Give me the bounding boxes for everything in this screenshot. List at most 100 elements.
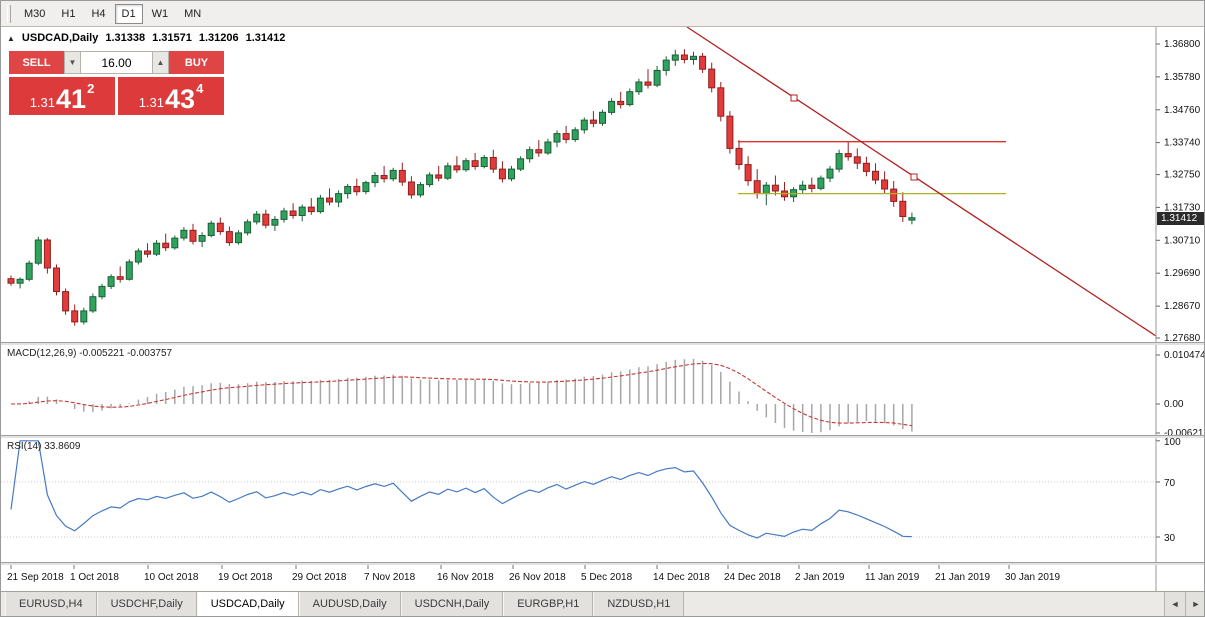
arrow-right-icon: ► [1191,599,1201,609]
current-price-badge: 1.31412 [1157,212,1204,225]
ohlc-close: 1.31412 [245,32,286,44]
rsi-indicator-label: RSI(14) 33.8609 [7,441,80,452]
timeframe-button-h4[interactable]: H4 [91,7,106,20]
svg-text:-0.006218: -0.006218 [1164,428,1205,439]
svg-text:30: 30 [1164,533,1176,544]
rsi-value: 33.8609 [44,441,81,452]
panel-divider-main-macd[interactable] [1,342,1204,345]
timeframe-button-m30[interactable]: M30 [24,7,46,20]
svg-text:10 Oct 2018: 10 Oct 2018 [144,572,199,583]
svg-text:0.00: 0.00 [1164,399,1184,410]
ask-price-pips: 43 [165,84,196,115]
svg-text:30 Jan 2019: 30 Jan 2019 [1005,572,1060,583]
tab-usdcad-daily[interactable]: USDCAD,Daily [196,592,299,616]
svg-text:70: 70 [1164,478,1176,489]
svg-text:1.34760: 1.34760 [1164,105,1201,116]
svg-text:1.29690: 1.29690 [1164,268,1201,279]
macd-signal-value: -0.003757 [127,348,173,359]
tab-audusd-daily[interactable]: AUDUSD,Daily [298,592,401,616]
volume-increase-button[interactable]: ▲ [152,51,169,74]
svg-text:24 Dec 2018: 24 Dec 2018 [724,572,781,583]
price-axis-labels: 1.36800 1.35780 1.34760 1.33740 1.32750 1.317… [1156,39,1201,344]
svg-text:1.33740: 1.33740 [1164,138,1201,149]
ohlc-high: 1.31571 [152,32,192,44]
rsi-axis-labels: 100 70 30 [1156,437,1181,544]
trendline-marker[interactable] [910,173,918,181]
chevron-down-icon: ▼ [68,58,77,67]
svg-text:1.27680: 1.27680 [1164,333,1201,344]
svg-text:1.31730: 1.31730 [1164,202,1201,213]
one-click-collapse-icon[interactable]: ▲ [7,33,15,43]
rsi-name: RSI(14) [7,441,42,452]
timeframe-button-h1[interactable]: H1 [61,7,76,20]
chart-tabbar: EURUSD,H4 USDCHF,Daily USDCAD,Daily AUDUSD,… [1,591,1204,616]
timeframe-button-w1[interactable]: W1 [151,7,169,20]
tab-eurusd-h4[interactable]: EURUSD,H4 [5,592,97,616]
svg-text:1 Oct 2018: 1 Oct 2018 [70,572,119,583]
svg-text:100: 100 [1164,437,1181,448]
macd-name: MACD(12,26,9) [7,348,77,359]
svg-text:29 Oct 2018: 29 Oct 2018 [292,572,347,583]
svg-text:21 Jan 2019: 21 Jan 2019 [935,572,990,583]
chart-tabs: EURUSD,H4 USDCHF,Daily USDCAD,Daily AUDUSD,… [5,592,685,616]
volume-input[interactable] [81,51,152,74]
tab-scroll-controls: ◄ ► [1164,592,1204,616]
bid-price-prefix: 1.31 [29,95,56,110]
svg-text:1.30710: 1.30710 [1164,235,1201,246]
buy-button[interactable]: BUY [169,51,224,74]
sell-button[interactable]: SELL [9,51,64,74]
macd-axis-labels: 0.010474 0.00 -0.006218 [1156,350,1205,439]
toolbar-grip[interactable] [7,4,11,23]
svg-text:7 Nov 2018: 7 Nov 2018 [364,572,416,583]
tab-nzdusd-h1[interactable]: NZDUSD,H1 [593,592,685,616]
rsi-line [10,440,912,539]
arrow-left-icon: ◄ [1170,599,1180,609]
candlestick-series [7,49,916,326]
tab-usdcnh-daily[interactable]: USDCNH,Daily [400,592,504,616]
bid-price-pips: 41 [56,84,87,115]
tab-scroll-left-button[interactable]: ◄ [1164,592,1185,616]
ask-price-prefix: 1.31 [138,95,165,110]
ohlc-low: 1.31206 [198,32,239,44]
ask-price-box[interactable]: 1.31 43 4 [118,77,224,115]
timeframe-button-mn[interactable]: MN [184,7,202,20]
ask-price-point: 4 [196,81,204,96]
svg-text:21 Sep 2018: 21 Sep 2018 [7,572,64,583]
timeframe-buttons: M30 H1 H4 D1 W1 MN [17,3,210,24]
svg-text:2 Jan 2019: 2 Jan 2019 [795,572,845,583]
panel-divider-rsi-axis[interactable] [1,562,1204,565]
bid-price-box[interactable]: 1.31 41 2 [9,77,115,115]
timeframe-button-d1[interactable]: D1 [114,3,143,24]
symbol-period-label: USDCAD,Daily [21,32,99,44]
macd-indicator-label: MACD(12,26,9) -0.005221 -0.003757 [7,348,172,359]
date-axis-labels: 21 Sep 2018 1 Oct 2018 10 Oct 2018 19 Oct 2… [7,565,1060,583]
macd-value: -0.005221 [79,348,125,359]
svg-text:14 Dec 2018: 14 Dec 2018 [653,572,710,583]
one-click-trading-widget: SELL ▼ ▲ BUY 1.31 41 2 1.31 43 4 [9,51,224,115]
tab-usdchf-daily[interactable]: USDCHF,Daily [96,592,197,616]
svg-text:19 Oct 2018: 19 Oct 2018 [218,572,273,583]
svg-text:1.35780: 1.35780 [1164,72,1201,83]
macd-histogram [19,358,913,433]
chart-title: ▲ USDCAD,Daily 1.31338 1.31571 1.31206 1… [7,32,285,44]
bid-price-point: 2 [87,81,95,96]
svg-text:11 Jan 2019: 11 Jan 2019 [865,572,920,583]
svg-text:0.010474: 0.010474 [1164,350,1205,361]
svg-text:1.28670: 1.28670 [1164,301,1201,312]
svg-text:26 Nov 2018: 26 Nov 2018 [509,572,566,583]
tab-scroll-right-button[interactable]: ► [1185,592,1204,616]
svg-text:5 Dec 2018: 5 Dec 2018 [581,572,633,583]
volume-decrease-button[interactable]: ▼ [64,51,81,74]
svg-text:1.32750: 1.32750 [1164,170,1201,181]
ohlc-open: 1.31338 [105,32,146,44]
macd-signal-line [10,362,912,427]
svg-text:16 Nov 2018: 16 Nov 2018 [437,572,494,583]
svg-text:1.36800: 1.36800 [1164,39,1201,50]
trendline[interactable] [686,26,1157,337]
tab-eurgbp-h1[interactable]: EURGBP,H1 [503,592,594,616]
panel-divider-macd-rsi[interactable] [1,435,1204,438]
timeframe-toolbar: M30 H1 H4 D1 W1 MN [1,1,1204,27]
trendline-marker[interactable] [790,94,798,102]
chevron-up-icon: ▲ [156,58,165,67]
